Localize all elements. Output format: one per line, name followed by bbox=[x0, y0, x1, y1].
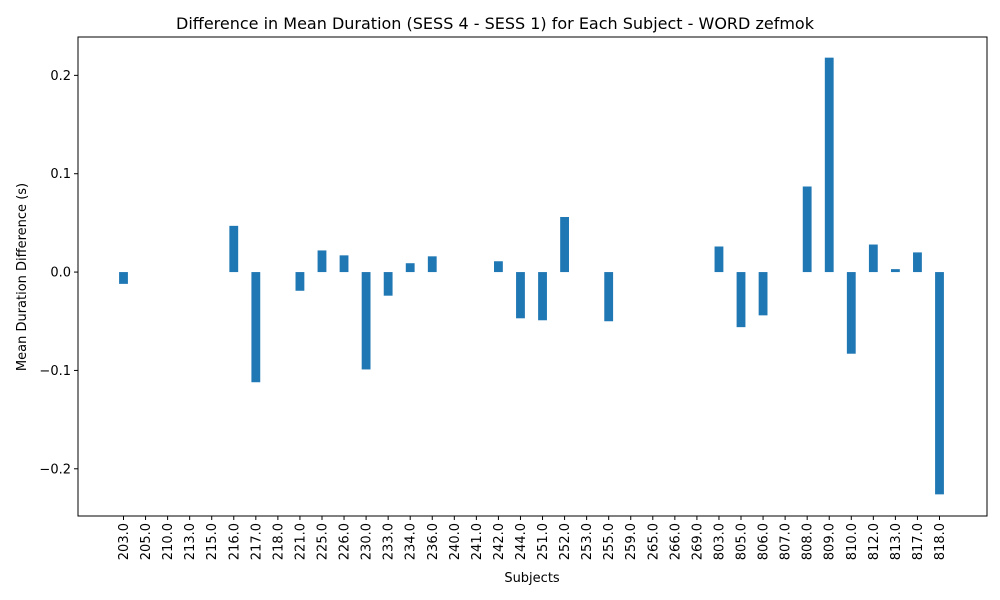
bar-810.0 bbox=[846, 272, 856, 354]
x-tick-label: 251.0 bbox=[536, 523, 551, 560]
x-tick-label: 253.0 bbox=[580, 523, 595, 560]
bar-818.0 bbox=[935, 272, 944, 495]
bar-252.0 bbox=[560, 216, 569, 273]
bar-813.0 bbox=[890, 269, 900, 273]
x-tick-label: 226.0 bbox=[338, 523, 353, 560]
x-tick-label: 252.0 bbox=[558, 523, 573, 560]
x-tick-label: 818.0 bbox=[933, 523, 948, 560]
x-tick-label: 266.0 bbox=[668, 523, 683, 560]
x-tick-label: 265.0 bbox=[646, 523, 661, 560]
bar-806.0 bbox=[758, 272, 768, 316]
bar-230.0 bbox=[361, 272, 371, 370]
x-tick-label: 259.0 bbox=[624, 523, 639, 560]
bar-217.0 bbox=[251, 272, 261, 383]
x-tick-label: 803.0 bbox=[712, 523, 727, 560]
x-tick-label: 205.0 bbox=[139, 523, 154, 560]
x-tick-label: 240.0 bbox=[448, 523, 463, 560]
x-tick-label: 812.0 bbox=[867, 523, 882, 560]
y-tick-label: −0.2 bbox=[39, 462, 71, 477]
x-tick-label: 218.0 bbox=[271, 523, 286, 560]
x-tick-label: 805.0 bbox=[735, 523, 750, 560]
x-tick-label: 234.0 bbox=[404, 523, 419, 560]
bar-808.0 bbox=[802, 186, 812, 273]
x-tick-label: 813.0 bbox=[889, 523, 904, 560]
bar-203.0 bbox=[119, 272, 128, 284]
y-tick-label: 0.2 bbox=[50, 69, 71, 84]
bar-812.0 bbox=[868, 244, 878, 273]
x-tick-label: 233.0 bbox=[382, 523, 397, 560]
x-axis: 203.0 205.0 210.0 213.0 215.0 216.0 217.0 218.0… bbox=[117, 516, 948, 560]
x-tick-label: 215.0 bbox=[205, 523, 220, 560]
x-tick-label: 242.0 bbox=[492, 523, 507, 560]
x-tick-label: 213.0 bbox=[183, 523, 198, 560]
bar-226.0 bbox=[339, 255, 349, 273]
x-tick-label: 806.0 bbox=[757, 523, 772, 560]
y-axis: −0.2 −0.1 0.0 0.1 0.2 bbox=[39, 69, 78, 477]
x-tick-label: 269.0 bbox=[690, 523, 705, 560]
x-tick-label: 807.0 bbox=[779, 523, 794, 560]
y-axis-label: Mean Duration Difference (s) bbox=[15, 183, 30, 371]
bar-251.0 bbox=[538, 272, 547, 321]
bar-225.0 bbox=[317, 250, 327, 273]
x-tick-label: 221.0 bbox=[293, 523, 308, 560]
bar-216.0 bbox=[229, 225, 239, 273]
bar-233.0 bbox=[383, 272, 393, 296]
bar-809.0 bbox=[824, 57, 834, 273]
bars-group bbox=[119, 57, 944, 495]
bar-244.0 bbox=[516, 272, 525, 319]
plot-frame bbox=[77, 36, 988, 517]
x-tick-label: 810.0 bbox=[845, 523, 860, 560]
x-tick-label: 236.0 bbox=[426, 523, 441, 560]
x-tick-label: 216.0 bbox=[227, 523, 242, 560]
x-tick-label: 244.0 bbox=[514, 523, 529, 560]
bar-255.0 bbox=[604, 272, 614, 322]
x-tick-label: 817.0 bbox=[911, 523, 926, 560]
x-tick-label: 225.0 bbox=[315, 523, 330, 560]
x-tick-label: 255.0 bbox=[602, 523, 617, 560]
x-tick-label: 203.0 bbox=[117, 523, 132, 560]
bar-236.0 bbox=[427, 256, 437, 273]
x-tick-label: 217.0 bbox=[249, 523, 264, 560]
y-tick-label: −0.1 bbox=[39, 364, 71, 379]
bar-242.0 bbox=[494, 261, 503, 273]
bar-803.0 bbox=[714, 246, 724, 273]
bar-234.0 bbox=[405, 263, 415, 273]
bar-221.0 bbox=[295, 272, 305, 291]
x-tick-label: 241.0 bbox=[470, 523, 485, 560]
x-tick-label: 230.0 bbox=[360, 523, 375, 560]
chart-title: Difference in Mean Duration (SESS 4 - SE… bbox=[176, 14, 815, 33]
bar-805.0 bbox=[736, 272, 746, 328]
x-tick-label: 808.0 bbox=[801, 523, 816, 560]
y-tick-label: 0.1 bbox=[50, 167, 71, 182]
x-tick-label: 210.0 bbox=[161, 523, 176, 560]
x-axis-label: Subjects bbox=[504, 571, 560, 586]
bar-817.0 bbox=[913, 252, 922, 273]
x-tick-label: 809.0 bbox=[823, 523, 838, 560]
y-tick-label: 0.0 bbox=[50, 266, 71, 281]
